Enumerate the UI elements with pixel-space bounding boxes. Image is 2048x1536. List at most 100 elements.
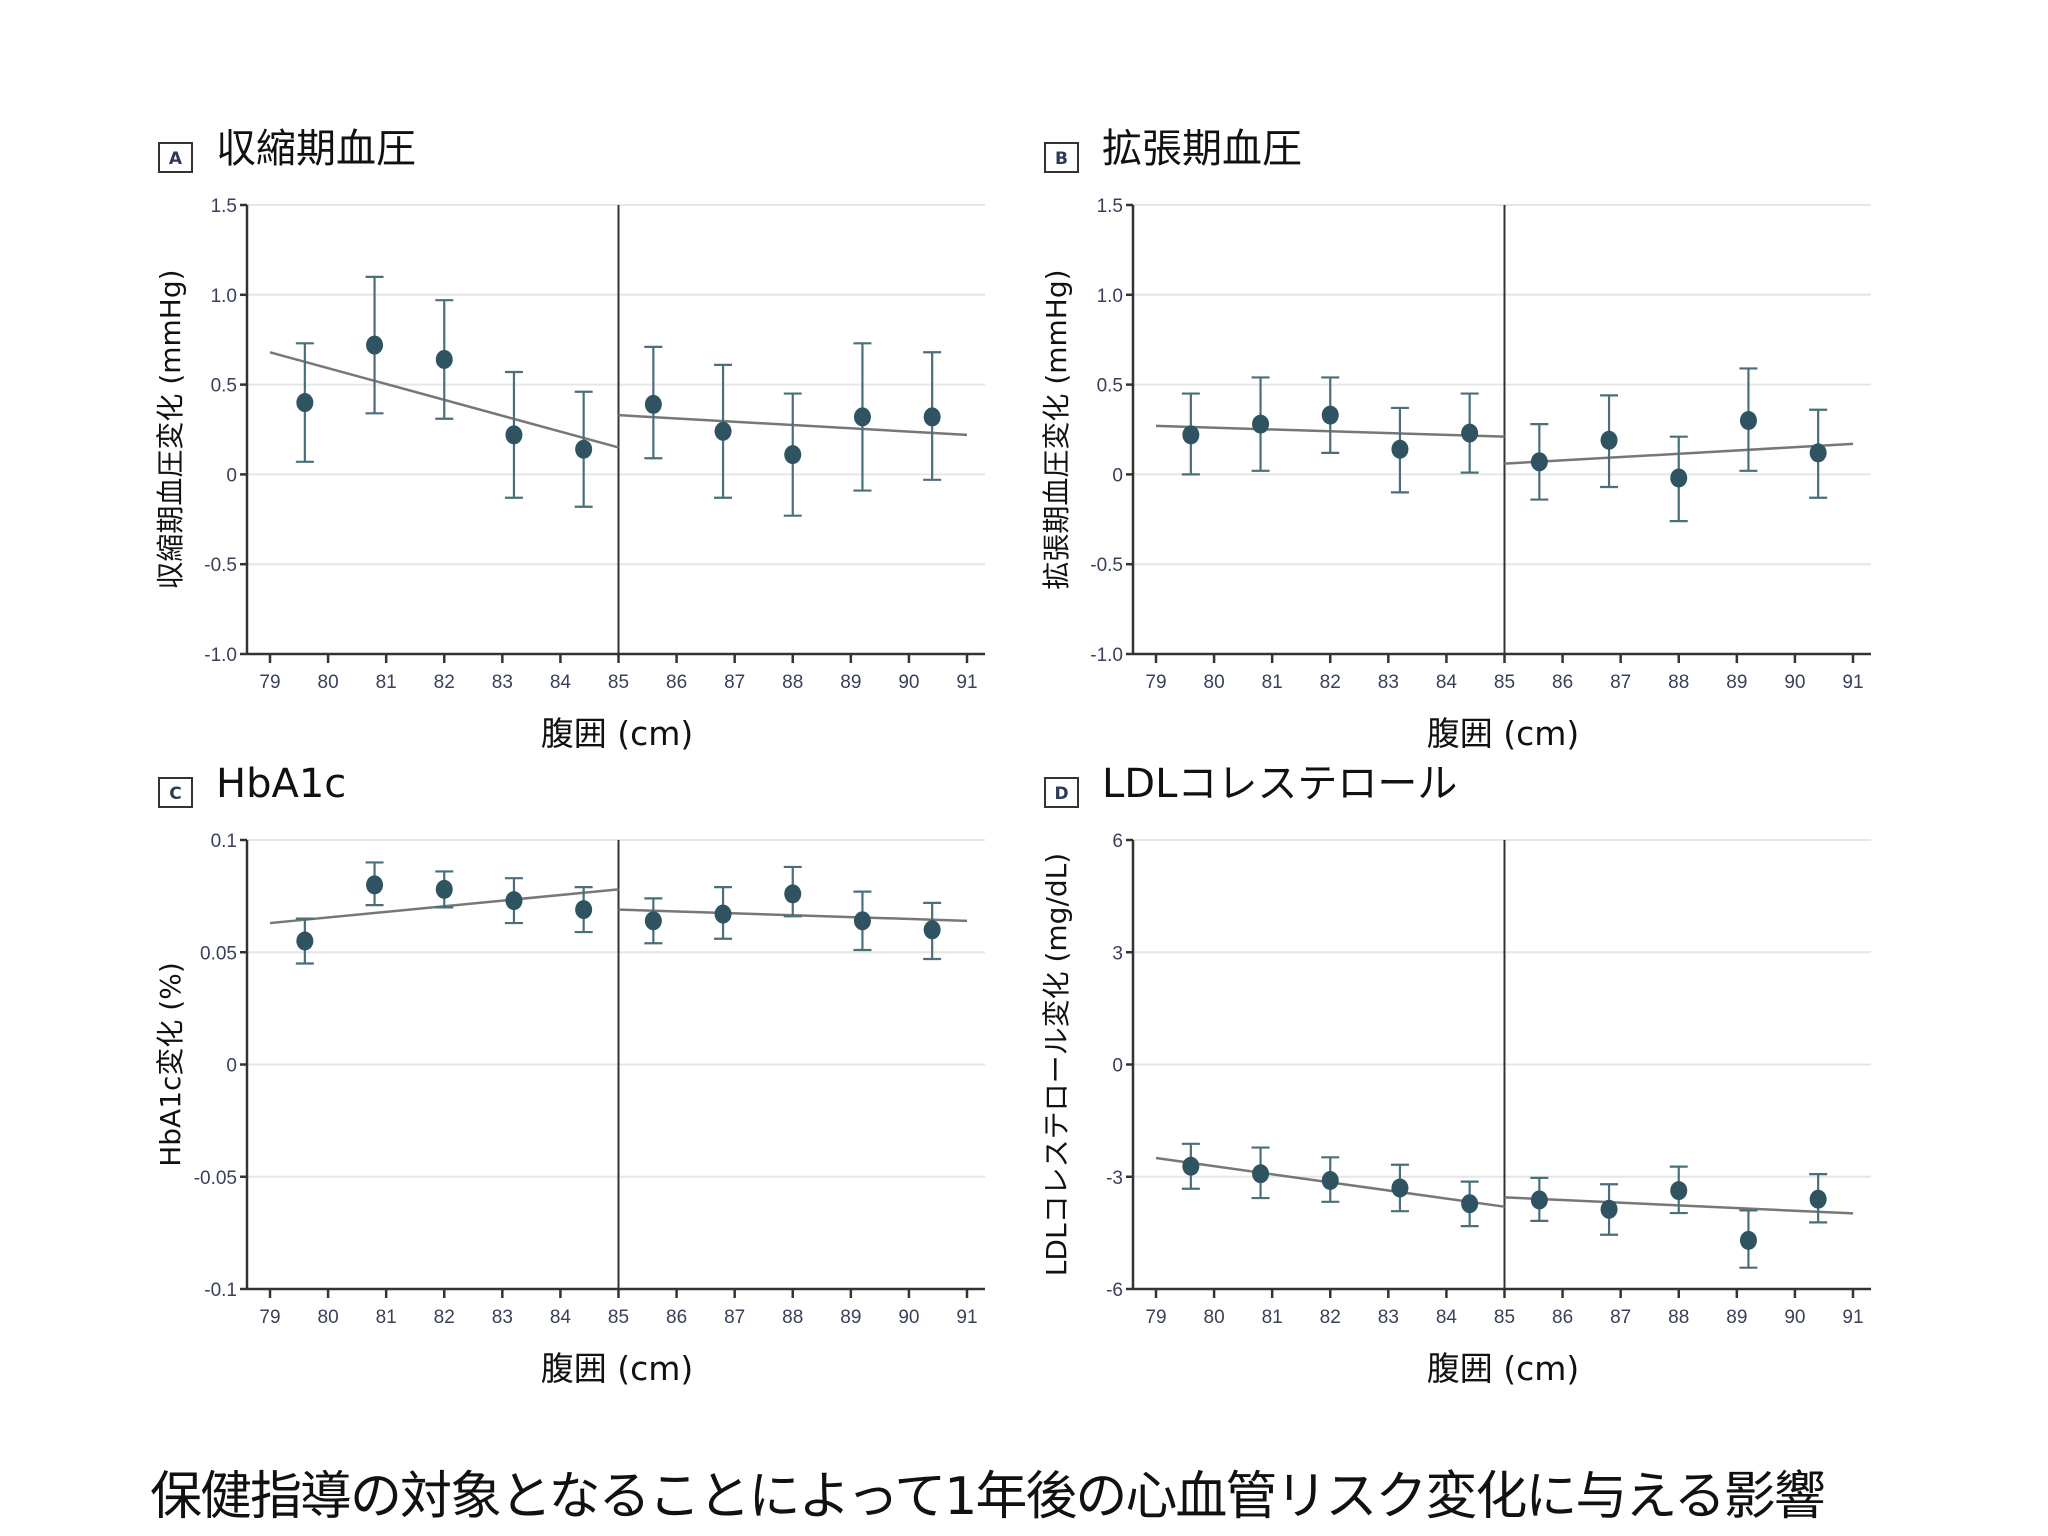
x-tick-label: 80 <box>318 672 339 693</box>
data-point <box>923 920 941 940</box>
y-tick-label: -1.0 <box>204 645 237 666</box>
y-tick-label: 3 <box>1112 943 1123 964</box>
y-tick-label: 1.5 <box>1097 196 1123 217</box>
x-tick-label: 82 <box>434 1307 455 1328</box>
panel-title: HbA1c <box>216 761 346 807</box>
panel-letter: C <box>169 784 181 804</box>
data-point <box>853 407 871 427</box>
panel-title: LDLコレステロール <box>1102 761 1457 807</box>
x-tick-label: 90 <box>1784 1307 1805 1328</box>
x-tick-label: 84 <box>1436 1307 1458 1328</box>
x-tick-label: 87 <box>724 1307 745 1328</box>
panel-b: B 拡張期血圧 -1.0 -0.5 0 0.5 1.0 1.5 79 80 81 82 83 84 85 86… <box>1040 126 1871 753</box>
x-tick-label: 89 <box>840 672 861 693</box>
data-point <box>1739 1230 1757 1250</box>
x-tick-label: 88 <box>1668 1307 1689 1328</box>
x-tick-label: 85 <box>608 672 629 693</box>
data-point <box>1600 1199 1618 1219</box>
x-tick-label: 83 <box>1378 1307 1399 1328</box>
x-tick-label: 83 <box>492 1307 513 1328</box>
panel-letter: A <box>169 149 183 169</box>
x-tick-label: 91 <box>1842 1307 1863 1328</box>
x-tick-label: 86 <box>1552 672 1573 693</box>
data-point <box>296 931 314 951</box>
x-tick-label: 80 <box>1204 1307 1225 1328</box>
y-tick-label: 6 <box>1112 831 1123 852</box>
data-point <box>1461 423 1479 443</box>
x-tick-label: 84 <box>550 672 572 693</box>
data-point <box>1670 1181 1688 1201</box>
x-tick-label: 88 <box>782 1307 803 1328</box>
data-point <box>575 439 593 459</box>
x-tick-label: 90 <box>898 1307 919 1328</box>
data-point <box>644 911 662 931</box>
y-tick-label: -6 <box>1106 1280 1123 1301</box>
y-tick-label: 0 <box>226 1056 237 1077</box>
x-tick-label: 81 <box>1262 672 1283 693</box>
data-point <box>1391 1178 1409 1198</box>
data-point <box>923 407 941 427</box>
data-point <box>1321 405 1339 425</box>
x-tick-label: 79 <box>1145 1307 1166 1328</box>
x-tick-label: 90 <box>898 672 919 693</box>
y-tick-label: 0.5 <box>1097 376 1123 397</box>
data-point <box>1461 1194 1479 1214</box>
panel-title: 拡張期血圧 <box>1102 126 1302 172</box>
x-tick-label: 81 <box>376 1307 397 1328</box>
data-point <box>435 879 453 899</box>
data-point <box>575 900 593 920</box>
x-tick-label: 81 <box>1262 1307 1283 1328</box>
x-tick-label: 88 <box>782 672 803 693</box>
panel-letter: D <box>1054 784 1068 804</box>
y-tick-label: 1.5 <box>211 196 237 217</box>
y-tick-label: -0.1 <box>204 1280 237 1301</box>
x-tick-label: 90 <box>1784 672 1805 693</box>
data-point <box>505 891 523 911</box>
y-axis-title: 拡張期血圧変化 (mmHg) <box>1040 269 1073 589</box>
y-tick-label: 1.0 <box>1097 286 1123 307</box>
x-tick-label: 86 <box>1552 1307 1573 1328</box>
x-tick-label: 86 <box>666 1307 687 1328</box>
x-tick-label: 85 <box>1494 672 1515 693</box>
y-tick-label: -0.5 <box>1090 555 1123 576</box>
x-tick-label: 82 <box>1320 1307 1341 1328</box>
data-point <box>1182 425 1200 445</box>
x-tick-label: 81 <box>376 672 397 693</box>
y-tick-label: -0.5 <box>204 555 237 576</box>
x-tick-label: 89 <box>1726 672 1747 693</box>
x-tick-label: 87 <box>1610 672 1631 693</box>
y-tick-label: -0.05 <box>194 1168 237 1189</box>
y-tick-label: -3 <box>1106 1168 1123 1189</box>
x-tick-label: 84 <box>1436 672 1458 693</box>
x-tick-label: 87 <box>724 672 745 693</box>
data-point <box>784 884 802 904</box>
y-tick-label: 1.0 <box>211 286 237 307</box>
y-axis-title: 収縮期血圧変化 (mmHg) <box>154 269 187 589</box>
y-tick-label: 0.1 <box>211 831 237 852</box>
x-tick-label: 79 <box>259 672 280 693</box>
data-point <box>1809 1189 1827 1209</box>
x-tick-label: 91 <box>956 1307 977 1328</box>
panel-d: D LDLコレステロール -6 -3 0 3 6 79 80 81 82 83 84 85 86 87 88 89… <box>1040 761 1871 1388</box>
y-axis-title: LDLコレステロール変化 (mg/dL) <box>1040 853 1073 1276</box>
y-tick-label: 0 <box>226 465 237 486</box>
x-tick-label: 84 <box>550 1307 572 1328</box>
panel-c: C HbA1c -0.1 -0.05 0 0.05 0.1 79 80 81 82 83 84 85 86 8… <box>154 761 985 1388</box>
panel-letter-box <box>1044 777 1079 808</box>
x-axis-title: 腹囲 (cm) <box>541 1349 694 1388</box>
data-point <box>1252 414 1270 434</box>
data-point <box>714 421 732 441</box>
panel-letter-box <box>158 142 193 173</box>
x-tick-label: 87 <box>1610 1307 1631 1328</box>
x-tick-label: 89 <box>1726 1307 1747 1328</box>
x-tick-label: 88 <box>1668 672 1689 693</box>
panel-letter-box <box>1044 142 1079 173</box>
x-tick-label: 80 <box>1204 672 1225 693</box>
y-tick-label: 0 <box>1112 465 1123 486</box>
data-point <box>714 904 732 924</box>
data-point <box>435 349 453 369</box>
data-point <box>1530 452 1548 472</box>
panel-letter: B <box>1055 149 1068 169</box>
y-tick-label: 0.5 <box>211 376 237 397</box>
